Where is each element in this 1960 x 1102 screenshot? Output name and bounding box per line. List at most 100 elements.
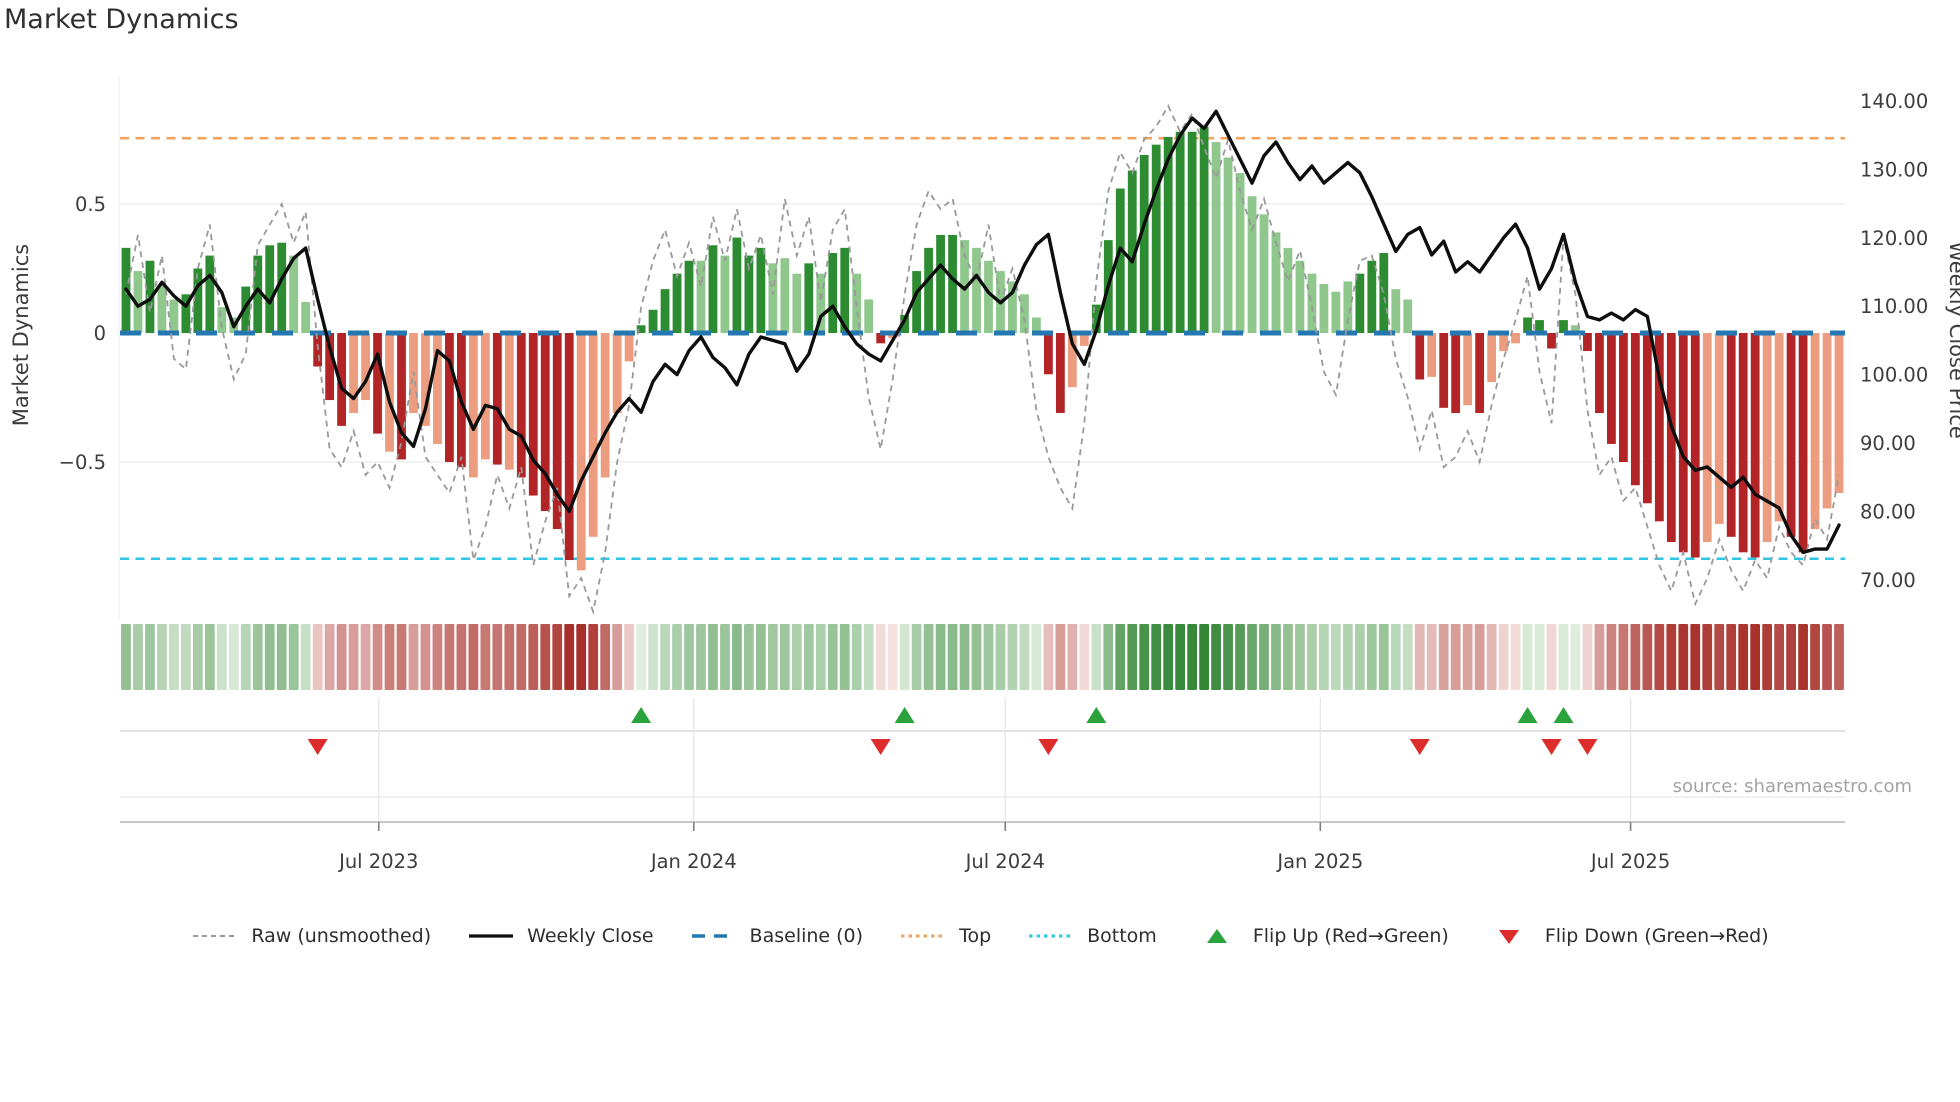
oscillator-bar	[289, 255, 299, 333]
heatmap-cell	[480, 624, 491, 690]
heatmap-cell	[1642, 624, 1653, 690]
heatmap-cell	[1151, 624, 1162, 690]
oscillator-bar	[636, 325, 646, 333]
right-axis-tick-label: 100.00	[1860, 364, 1928, 387]
heatmap-cell	[588, 624, 599, 690]
heatmap-cell	[516, 624, 527, 690]
oscillator-bar	[732, 237, 742, 333]
oscillator-bar	[492, 333, 502, 465]
heatmap-cell	[276, 624, 287, 690]
oscillator-bar	[1427, 333, 1437, 377]
x-axis-tick-label: Jul 2025	[1589, 850, 1670, 873]
oscillator-bar	[540, 333, 550, 512]
oscillator-bar	[480, 333, 490, 460]
heatmap-cell	[1007, 624, 1018, 690]
oscillator-bar	[1642, 333, 1652, 504]
oscillator-bar	[1115, 188, 1125, 333]
oscillator-bar	[421, 333, 430, 426]
legend-item-orange-dotted-line: Top	[899, 925, 991, 947]
reference-lines	[120, 136, 1845, 561]
oscillator-bar	[1822, 333, 1832, 509]
oscillator-bar	[1666, 333, 1676, 542]
heatmap-cell	[1354, 624, 1365, 690]
oscillator-bar	[888, 333, 898, 339]
heatmap-cell	[444, 624, 455, 690]
oscillator-bar	[1307, 273, 1317, 333]
heatmap-cell	[1103, 624, 1114, 690]
oscillator-bar	[1607, 333, 1616, 444]
oscillator-bar	[1391, 289, 1401, 333]
oscillator-bar	[1750, 333, 1760, 558]
heatmap-cell	[1199, 624, 1210, 690]
heatmap-cell	[1342, 624, 1353, 690]
heatmap-cell	[1462, 624, 1473, 690]
oscillator-bar	[1535, 320, 1544, 333]
oscillator-bar	[1079, 333, 1089, 346]
cyan-dotted-line-icon	[1029, 934, 1074, 938]
heatmap-cell	[1834, 624, 1844, 690]
legend-item-label: Bottom	[1087, 925, 1157, 947]
oscillator-bar	[157, 283, 167, 333]
oscillator-bar	[828, 253, 838, 333]
flip-down-marker	[1577, 739, 1598, 755]
heatmap-cell	[1115, 624, 1126, 690]
oscillator-bar	[1630, 333, 1640, 486]
heatmap-cell	[863, 624, 874, 690]
gridlines	[118, 75, 1845, 620]
heatmap-cell	[1630, 624, 1641, 690]
left-axis-tick-label: −0.5	[59, 451, 106, 474]
chart-legend: Raw (unsmoothed) Weekly Close Baseline (0)…	[0, 925, 1960, 947]
page-title: Market Dynamics	[4, 4, 239, 35]
heatmap-cell	[396, 624, 407, 690]
heatmap-cell	[1127, 624, 1138, 690]
heatmap-cell	[192, 624, 203, 690]
oscillator-bar	[1355, 273, 1365, 333]
oscillator-bar	[648, 309, 658, 333]
legend-item-label: Raw (unsmoothed)	[251, 925, 432, 947]
oscillator-bar	[1702, 333, 1712, 542]
oscillator-bar	[1343, 281, 1353, 333]
x-axis-tick-label: Jul 2023	[337, 850, 418, 873]
heatmap-cell	[1187, 624, 1198, 690]
heatmap-cell	[324, 624, 335, 690]
oscillator-bar	[325, 333, 335, 401]
heatmap-cell	[1486, 624, 1497, 690]
heatmap-cell	[1450, 624, 1461, 690]
heatmap-cell	[1223, 624, 1233, 690]
heatmap-cell	[1271, 624, 1281, 690]
oscillator-bar	[205, 255, 215, 333]
heatmap-cell	[1283, 624, 1293, 690]
heatmap-cell	[803, 624, 814, 690]
oscillator-bar	[924, 247, 933, 333]
oscillator-bar	[624, 333, 634, 362]
heatmap-cell	[552, 624, 563, 690]
oscillator-bar	[1283, 247, 1293, 333]
heatmap-cell	[1546, 624, 1557, 690]
oscillator-bar	[564, 333, 574, 561]
heatmap-cell	[1534, 624, 1545, 690]
heatmap-cell	[1666, 624, 1677, 690]
oscillator-bar	[600, 333, 610, 478]
axis-ticks-and-labels: 0.5 0 −0.5 140.00 130.00 120.00 110.00 100.00 90…	[59, 90, 1929, 873]
heatmap-cell	[1414, 624, 1425, 690]
weekly-close-path	[124, 109, 1841, 555]
oscillator-bar	[1067, 333, 1077, 388]
oscillator-bar	[780, 258, 790, 333]
oscillator-bar	[840, 247, 850, 333]
heatmap-cell	[1259, 624, 1269, 690]
oscillator-bar	[445, 333, 454, 462]
heatmap-cell	[336, 624, 347, 690]
heatmap-cell	[288, 624, 299, 690]
heatmap-cell	[1678, 624, 1689, 690]
oscillator-bar	[1595, 333, 1604, 413]
raw-line	[125, 104, 1840, 615]
flip-up-marker	[631, 707, 652, 723]
legend-item-label: Flip Up (Red→Green)	[1252, 925, 1449, 947]
heatmap-cell	[1750, 624, 1761, 690]
heatmap-cell	[1139, 624, 1150, 690]
heatmap-cell	[1163, 624, 1174, 690]
flip-markers	[120, 698, 1845, 831]
oscillator-bar	[912, 271, 922, 333]
oscillator-bar	[1738, 333, 1748, 553]
oscillator-bar	[984, 260, 993, 333]
